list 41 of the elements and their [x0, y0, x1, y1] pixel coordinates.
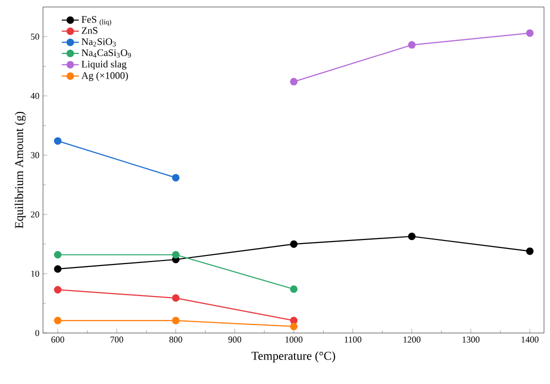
point: [408, 41, 416, 49]
y-tick-label: 0: [35, 330, 40, 336]
legend-label: Liquid slag: [82, 60, 126, 70]
y-tick-label: 40: [30, 92, 40, 99]
x-tick-label: 1400: [522, 336, 538, 343]
legend-label: FeS $_{(liq)}$: [82, 16, 112, 26]
point: [54, 137, 62, 145]
x-tick-label: 700: [110, 336, 124, 343]
point: [290, 78, 298, 86]
y-tick-label: 50: [30, 34, 40, 40]
x-tick-label: 900: [228, 336, 242, 343]
point: [290, 285, 298, 293]
point: [408, 232, 416, 240]
point: [526, 29, 534, 37]
y-axis-title: Equilibrium Amount (g): [14, 112, 26, 228]
point: [54, 251, 62, 259]
y-tick-label: 10: [31, 270, 40, 277]
point: [526, 247, 534, 255]
point: [54, 286, 62, 294]
point: [290, 322, 298, 330]
x-tick-label: 1000: [286, 336, 302, 343]
legend-label: Na$_{2}$SiO$_{3}$: [82, 38, 116, 46]
point: [172, 316, 180, 324]
point: [172, 251, 180, 259]
legend-label: Ag (×1000): [81, 72, 128, 81]
x-axis-title: Temperature (°C): [252, 351, 336, 362]
y-tick-label: 20: [30, 211, 40, 218]
x-tick-label: 1300: [462, 336, 480, 343]
point: [290, 316, 298, 324]
y-tick-label: 30: [30, 152, 40, 158]
point: [172, 294, 180, 302]
point: [54, 316, 62, 324]
point: [172, 174, 180, 182]
x-tick-label: 1100: [344, 336, 362, 343]
x-tick-label: 800: [169, 336, 182, 343]
x-tick-label: 600: [51, 336, 64, 343]
x-tick-label: 1200: [404, 336, 420, 343]
point: [290, 240, 298, 248]
legend-label: ZnS: [82, 27, 98, 34]
legend-label: Na$_{4}$CaSi$_{3}$O$_{9}$: [82, 49, 131, 58]
point: [54, 265, 62, 273]
